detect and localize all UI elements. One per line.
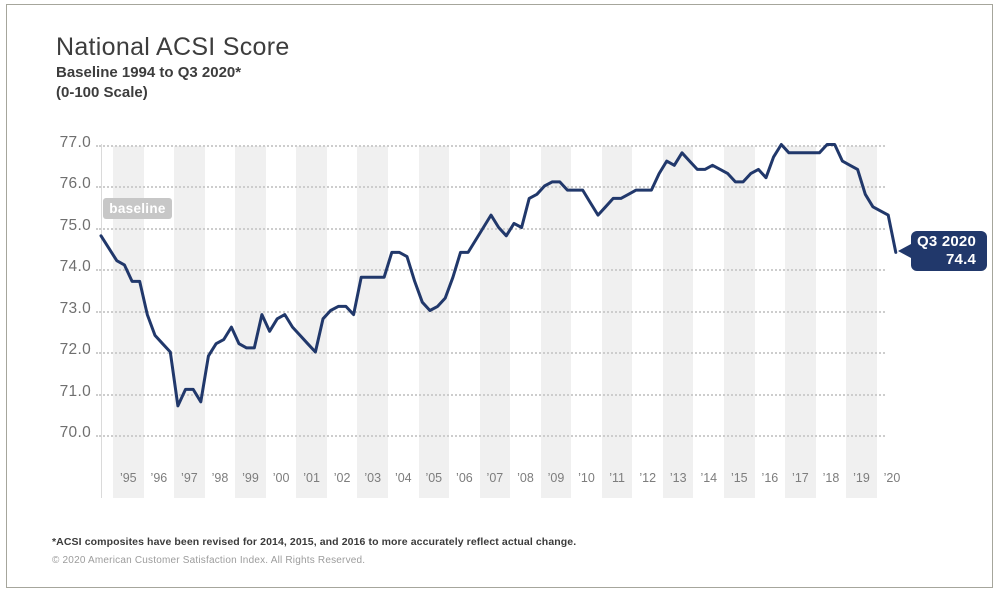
callout-quarter-label: Q3 2020 <box>917 233 976 250</box>
year-band <box>662 146 694 498</box>
y-tick-label: 74.0 <box>59 258 91 275</box>
x-tick-label: ’19 <box>853 471 870 485</box>
x-tick-label: ’20 <box>883 471 901 485</box>
year-band <box>785 146 816 498</box>
latest-value-callout: Q3 2020 74.4 <box>898 231 987 271</box>
page-title: National ACSI Score <box>56 33 290 61</box>
x-tick-label: ’05 <box>425 471 443 485</box>
x-tick-label: ’13 <box>669 471 687 485</box>
gridline <box>96 269 885 271</box>
copyright-footnote: © 2020 American Customer Satisfaction In… <box>52 555 366 566</box>
x-tick-label: ’06 <box>456 471 473 485</box>
year-band <box>174 146 205 498</box>
x-tick-label: ’97 <box>181 471 198 485</box>
year-band <box>418 146 450 498</box>
callout-arrow-icon <box>898 244 911 258</box>
chart-subtitle-scale: (0-100 Scale) <box>56 84 148 101</box>
revision-footnote: *ACSI composites have been revised for 2… <box>52 536 577 548</box>
x-tick-label: ’12 <box>639 471 657 485</box>
x-tick-label: ’03 <box>364 471 382 485</box>
x-tick-label: ’96 <box>150 471 168 485</box>
x-tick-label: ’04 <box>394 471 412 485</box>
x-tick-label: ’95 <box>119 471 137 485</box>
x-tick-label: ’09 <box>547 471 565 485</box>
x-tick-label: ’99 <box>242 471 259 485</box>
x-tick-label: ’02 <box>333 471 351 485</box>
gridline <box>96 310 885 313</box>
gridline <box>96 186 885 188</box>
x-tick-label: ’11 <box>609 471 625 485</box>
y-tick-label: 73.0 <box>59 299 91 317</box>
gridline <box>96 435 885 437</box>
y-tick-label: 70.0 <box>59 424 91 441</box>
gridline <box>96 352 885 354</box>
x-tick-label: ’07 <box>486 471 504 485</box>
year-band <box>479 146 511 498</box>
y-tick-label: 76.0 <box>59 175 91 192</box>
x-tick-label: ’16 <box>761 471 779 485</box>
x-tick-label: ’00 <box>272 471 290 485</box>
x-tick-label: ’01 <box>303 471 320 485</box>
y-tick-label: 72.0 <box>59 341 91 358</box>
y-tick-label: 77.0 <box>59 133 91 151</box>
x-tick-label: ’14 <box>700 471 718 485</box>
x-tick-label: ’15 <box>730 471 748 485</box>
y-axis-line <box>101 144 102 498</box>
gridline <box>96 227 885 230</box>
callout-value: 74.4 <box>946 251 976 268</box>
gridline <box>96 393 885 396</box>
year-band <box>357 146 388 498</box>
chart-subtitle-range: Baseline 1994 to Q3 2020* <box>56 64 242 81</box>
baseline-badge: baseline <box>103 198 172 219</box>
y-tick-label: 71.0 <box>59 382 91 400</box>
x-tick-label: ’08 <box>517 471 534 485</box>
x-tick-label: ’98 <box>211 471 229 485</box>
acsi-score-line <box>99 143 898 408</box>
year-band <box>540 146 572 498</box>
y-tick-label: 75.0 <box>59 216 91 234</box>
x-tick-label: ’18 <box>822 471 840 485</box>
x-tick-label: ’10 <box>578 471 595 485</box>
year-band <box>724 146 755 498</box>
gridline <box>96 144 885 147</box>
x-tick-label: ’17 <box>792 471 809 485</box>
